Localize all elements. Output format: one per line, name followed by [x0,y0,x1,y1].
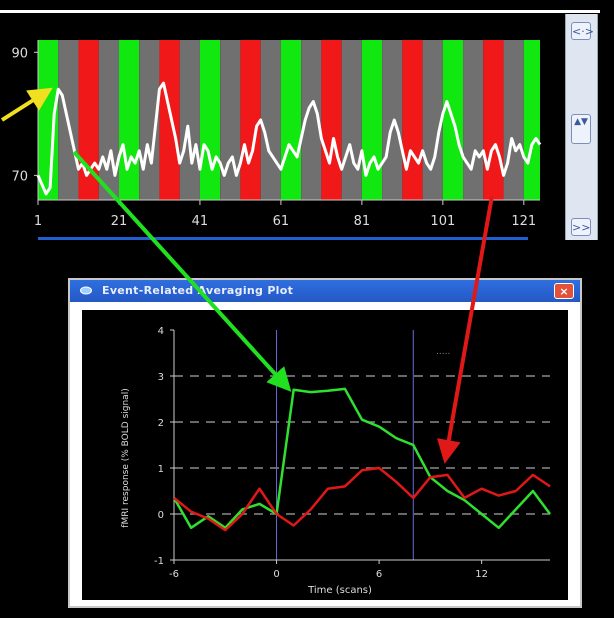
x-tick-label: 61 [273,214,290,229]
condition-block [523,40,540,200]
condition-block [402,40,423,200]
condition-block [463,40,484,200]
averaging-plot-area: -1 0 1 2 3 4 -6 0 6 12 Time (scans) fMRI response… [82,310,568,600]
x-tick-label: 101 [430,214,455,229]
x-tick-label: 6 [376,569,382,580]
scroll-toggle-button[interactable]: <·> [571,22,594,40]
condition-block [280,40,302,200]
condition-block [199,40,221,200]
x-tick-label: 81 [354,214,371,229]
condition-block [260,40,281,200]
condition-block [483,40,504,200]
y-tick-label: 90 [11,46,28,61]
scroll-forward-button[interactable]: >> [571,218,591,236]
y-tick-label: 0 [158,510,164,521]
condition-block [361,40,383,200]
x-tick-label: 21 [111,214,128,229]
condition-block [78,40,99,200]
response-series-line-1 [172,387,552,530]
scan-range-bar[interactable] [38,237,528,240]
top-border-line [0,10,600,13]
condition-block [118,40,140,200]
dialog-title: Event-Related Averaging Plot [102,284,294,297]
condition-block [159,40,180,200]
x-tick-label: 121 [511,214,536,229]
y-tick-label: 2 [158,418,164,429]
y-tick-label: 4 [158,326,164,337]
condition-block [38,40,59,200]
scroll-panel[interactable]: <·> ▲▼ >> [565,14,598,240]
x-tick-label: 41 [192,214,209,229]
x-tick-label: 1 [34,214,42,229]
y-axis-label: fMRI response (% BOLD signal) [121,388,131,527]
scroll-updown-button[interactable]: ▲▼ [571,114,591,144]
condition-block [240,40,261,200]
y-tick-label: 1 [158,464,164,475]
condition-block [321,40,342,200]
x-axis-label: Time (scans) [307,585,372,596]
response-series-line-2 [173,466,551,532]
close-button[interactable]: × [554,283,574,299]
condition-block [503,40,524,200]
x-tick-label: 12 [475,569,488,580]
dotted-note: ..... [436,347,450,357]
condition-block [422,40,443,200]
y-tick-label: 3 [158,372,164,383]
y-tick-label: 70 [11,169,28,184]
condition-block [341,40,362,200]
condition-block [382,40,403,200]
x-tick-label: 0 [273,569,279,580]
dialog-title-bar[interactable]: Event-Related Averaging Plot × [70,280,580,302]
condition-block [301,40,322,200]
app-icon [80,286,92,295]
y-tick-label: -1 [154,556,164,567]
x-tick-label: -6 [169,569,179,580]
event-related-averaging-dialog[interactable]: Event-Related Averaging Plot × -1 0 1 2 3 4 -6… [68,278,582,608]
condition-block [179,40,200,200]
